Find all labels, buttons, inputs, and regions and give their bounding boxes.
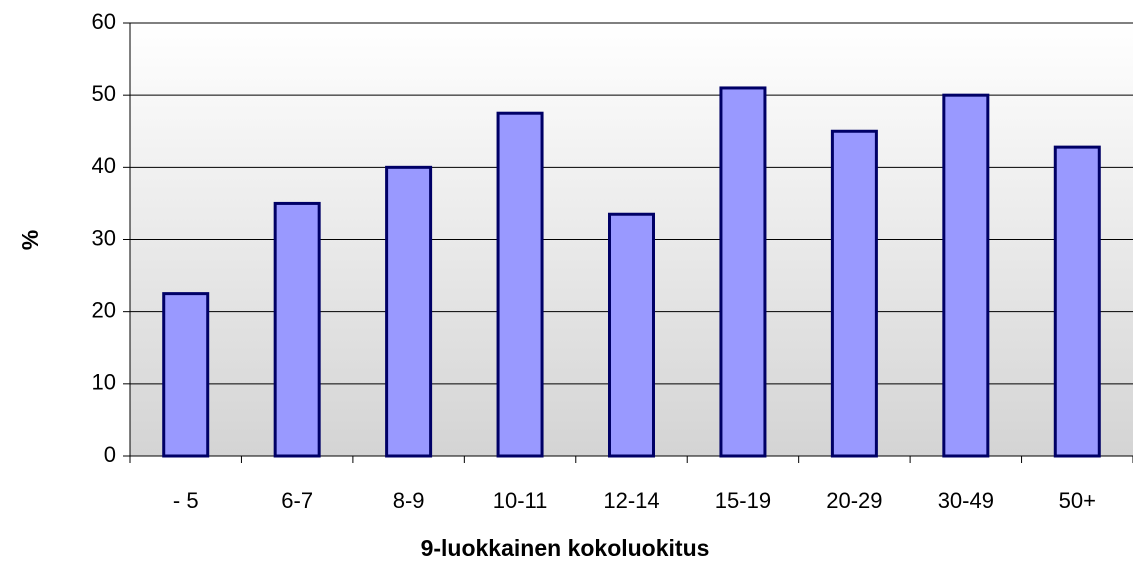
x-tick-label: 6-7 <box>281 488 313 513</box>
y-tick-label: 40 <box>92 153 116 178</box>
bar <box>273 201 321 458</box>
x-tick-label: 50+ <box>1059 488 1096 513</box>
x-tick-label: 15-19 <box>715 488 771 513</box>
bar <box>830 129 878 458</box>
x-tick-label: 20-29 <box>826 488 882 513</box>
x-tick-label: - 5 <box>173 488 199 513</box>
x-tick-label: 8-9 <box>393 488 425 513</box>
bar <box>385 165 433 458</box>
bar <box>942 93 990 458</box>
bar <box>162 292 210 458</box>
bar <box>608 212 655 458</box>
x-tick-label: 10-11 <box>493 488 548 513</box>
y-tick-label: 30 <box>92 225 116 250</box>
x-axis-title: 9-luokkainen kokoluokitus <box>421 535 710 561</box>
y-tick-label: 60 <box>92 9 116 34</box>
bar <box>496 111 544 458</box>
y-tick-label: 10 <box>92 370 116 395</box>
bar <box>719 86 767 458</box>
bar <box>1053 145 1101 458</box>
y-axis-title: % <box>17 230 43 250</box>
y-tick-label: 20 <box>92 297 116 322</box>
x-tick-label: 12-14 <box>603 488 659 513</box>
y-tick-label: 0 <box>104 442 116 467</box>
x-tick-label: 30-49 <box>938 488 994 513</box>
y-tick-label: 50 <box>92 81 116 106</box>
